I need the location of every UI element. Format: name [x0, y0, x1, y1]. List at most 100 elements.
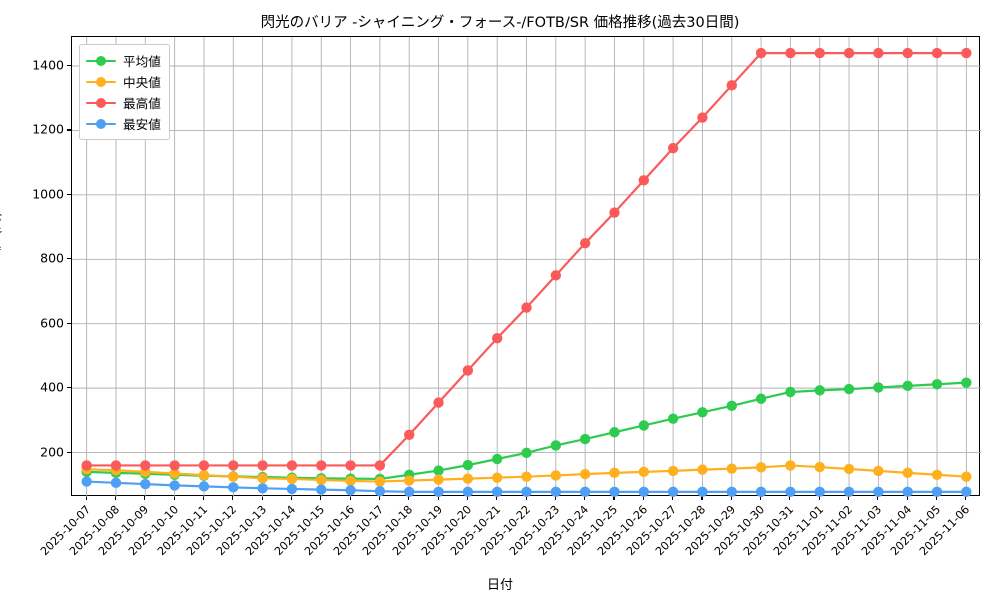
data-point-marker: [521, 447, 532, 459]
y-axis-tick-label: 1200: [32, 121, 64, 137]
series-line: [85, 52, 968, 467]
x-axis-tick-label: 2025-10-12: [184, 503, 240, 559]
data-point-marker: [316, 460, 327, 471]
x-axis-tick-label: 2025-10-09: [96, 503, 152, 559]
data-point-marker: [286, 473, 298, 485]
data-point-marker: [550, 486, 562, 498]
data-point-marker: [316, 474, 327, 486]
data-point-marker: [873, 465, 884, 477]
data-point-marker: [726, 80, 737, 91]
x-axis-tick-label: 2025-10-22: [477, 503, 533, 559]
data-point-marker: [814, 461, 825, 473]
data-point-marker: [462, 486, 474, 498]
data-point-marker: [286, 460, 298, 471]
data-point-marker: [345, 475, 356, 487]
data-point-marker: [931, 379, 943, 390]
legend-marker-icon: [86, 75, 116, 89]
legend-marker-icon: [86, 54, 116, 68]
data-point-marker: [433, 474, 444, 485]
x-axis-tick-label: 2025-10-23: [506, 503, 563, 559]
x-axis-tick-label: 2025-10-16: [301, 503, 357, 559]
data-point-marker: [374, 476, 386, 487]
x-axis-tick-label: 2025-11-06: [917, 503, 973, 559]
data-point-marker: [491, 453, 503, 465]
legend-item-label: 最高値: [123, 96, 161, 111]
x-axis-tick-label: 2025-10-24: [536, 503, 592, 559]
data-point-marker: [550, 440, 562, 451]
data-point-marker: [550, 470, 562, 481]
data-point-marker: [843, 47, 855, 59]
data-point-marker: [961, 47, 972, 59]
data-point-marker: [110, 460, 122, 471]
data-point-marker: [814, 385, 825, 396]
data-point-marker: [579, 433, 591, 445]
data-point-marker: [228, 471, 239, 482]
data-point-marker: [843, 463, 855, 475]
legend-item[interactable]: 平均値: [86, 50, 161, 71]
data-point-marker: [550, 270, 562, 281]
data-point-marker: [785, 386, 796, 398]
data-point-marker: [961, 471, 972, 482]
x-axis-tick-label: 2025-10-10: [125, 503, 181, 559]
data-point-marker: [521, 302, 532, 313]
data-point-marker: [609, 467, 620, 479]
data-point-marker: [814, 47, 825, 59]
data-point-marker: [697, 407, 708, 418]
legend-item[interactable]: 中央値: [86, 71, 161, 92]
data-point-marker: [198, 460, 210, 471]
data-point-marker: [638, 175, 649, 186]
data-point-marker: [345, 460, 356, 471]
x-axis-tick-label: 2025-10-26: [594, 503, 650, 559]
data-point-marker: [110, 477, 122, 489]
data-point-marker: [638, 466, 649, 478]
data-point-marker: [726, 486, 737, 498]
data-point-marker: [961, 486, 972, 498]
data-point-marker: [785, 460, 796, 471]
data-point-marker: [609, 486, 620, 498]
x-axis-tick-label: 2025-10-25: [565, 503, 621, 559]
data-point-marker: [81, 460, 92, 471]
data-point-marker: [345, 485, 356, 496]
data-point-marker: [433, 465, 444, 476]
data-point-marker: [785, 486, 796, 498]
data-point-marker: [697, 112, 708, 123]
data-point-marker: [286, 483, 298, 495]
x-axis-tick-label: 2025-10-27: [624, 503, 680, 559]
x-axis-tick-label: 2025-10-15: [272, 503, 328, 559]
legend-item[interactable]: 最高値: [86, 92, 161, 113]
x-axis-tick-label: 2025-10-11: [154, 503, 211, 559]
data-point-marker: [198, 469, 210, 481]
y-axis-tick-label: 200: [40, 444, 64, 460]
data-point-marker: [228, 482, 239, 493]
data-point-marker: [521, 486, 532, 498]
data-point-marker: [873, 486, 884, 498]
x-axis-tick-label: 2025-10-31: [741, 503, 797, 559]
data-point-marker: [755, 393, 767, 404]
x-axis-tick-label: 2025-11-05: [888, 503, 944, 559]
legend-item[interactable]: 最安値: [86, 113, 161, 134]
data-point-marker: [433, 486, 444, 498]
data-point-marker: [169, 480, 180, 491]
series-layer: [81, 47, 972, 498]
y-axis-tick-label: 400: [40, 379, 64, 395]
data-point-marker: [755, 47, 767, 59]
data-point-marker: [726, 463, 737, 474]
y-axis-tick-label: 800: [40, 250, 64, 266]
x-axis-tick-label: 2025-10-14: [242, 503, 299, 559]
x-axis-tick-label: 2025-11-02: [800, 503, 856, 559]
x-axis-tick-label: 2025-10-30: [712, 503, 768, 559]
x-axis-tick-label: 2025-10-21: [448, 503, 504, 559]
data-point-marker: [609, 427, 620, 438]
x-axis-tick-label: 2025-10-17: [330, 503, 387, 559]
data-point-marker: [814, 486, 825, 498]
data-point-marker: [902, 486, 913, 498]
data-point-marker: [462, 459, 474, 471]
data-point-marker: [755, 462, 767, 473]
data-point-marker: [873, 47, 884, 59]
data-point-marker: [140, 460, 151, 471]
data-point-marker: [462, 365, 474, 376]
data-point-marker: [785, 47, 796, 59]
data-point-marker: [931, 486, 943, 498]
data-point-marker: [902, 467, 913, 479]
data-point-marker: [638, 486, 649, 498]
